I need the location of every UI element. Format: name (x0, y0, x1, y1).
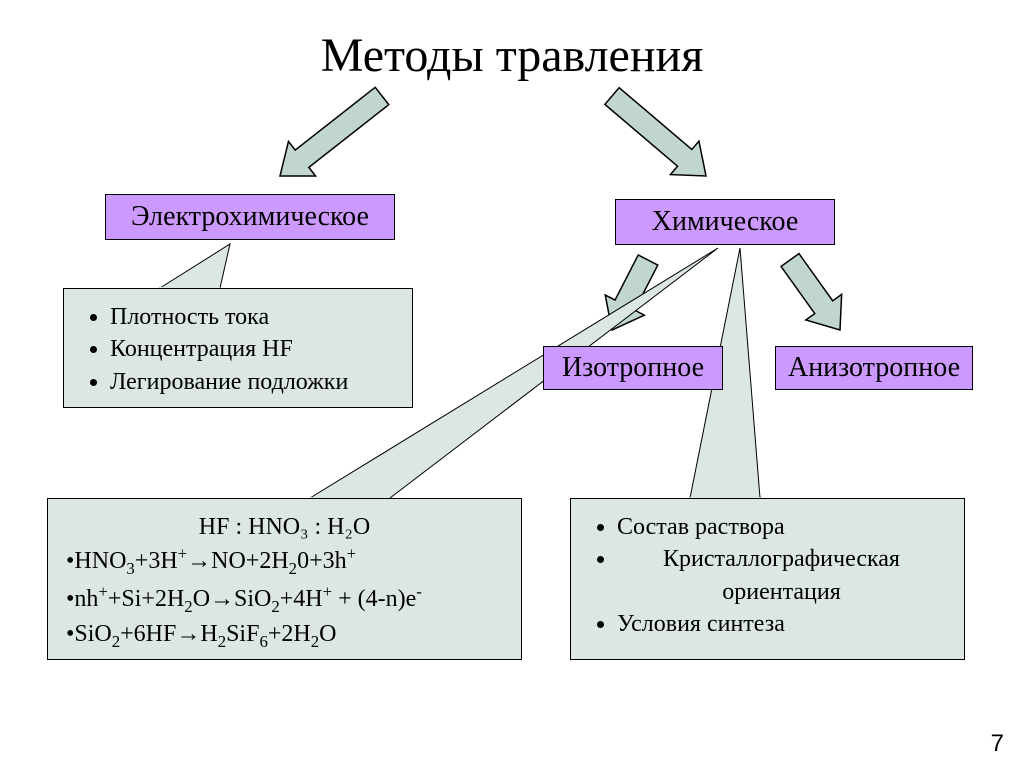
callout-pointer (160, 244, 230, 288)
node-label: Химическое (652, 206, 799, 238)
arrow-icon (280, 87, 389, 176)
node-chemical: Химическое (615, 199, 835, 245)
callout-equations: HF : HNO₃ : H₂O•HNO3+3H+→NO+2H20+3h+•nh+… (47, 498, 522, 660)
list-item: Плотность тока (110, 301, 394, 333)
node-label: Электрохимическое (131, 201, 369, 233)
node-isotropic: Изотропное (543, 346, 723, 390)
arrow-icon (605, 88, 706, 176)
arrow-icon (605, 255, 658, 330)
node-label: Анизотропное (788, 352, 960, 384)
node-anisotropic: Анизотропное (775, 346, 973, 390)
list-item: Состав раствора (617, 511, 946, 543)
equation-line: •HNO3+3H+→NO+2H20+3h+ (66, 543, 503, 580)
callout-list: Состав раствораКристаллографическая орие… (589, 511, 946, 641)
list-item: Кристаллографическая ориентация (617, 543, 946, 608)
node-electrochemical: Электрохимическое (105, 194, 395, 240)
page-title: Методы травления (0, 28, 1024, 83)
callout-list: Плотность токаКонцентрация HFЛегирование… (82, 301, 394, 398)
page-number: 7 (991, 730, 1004, 758)
equation-line: •SiO2+6HF→H2SiF6+2H2O (66, 618, 503, 653)
list-item: Концентрация HF (110, 333, 394, 365)
equations-header: HF : HNO₃ : H₂O (66, 511, 503, 543)
equation-line: •nh++Si+2H2O→SiO2+4H+ + (4-n)e- (66, 581, 503, 618)
callout-aniso-params: Состав раствораКристаллографическая орие… (570, 498, 965, 660)
arrow-icon (781, 254, 842, 330)
list-item: Легирование подложки (110, 366, 394, 398)
callout-electro-params: Плотность токаКонцентрация HFЛегирование… (63, 288, 413, 408)
list-item: Условия синтеза (617, 608, 946, 640)
node-label: Изотропное (562, 352, 704, 384)
